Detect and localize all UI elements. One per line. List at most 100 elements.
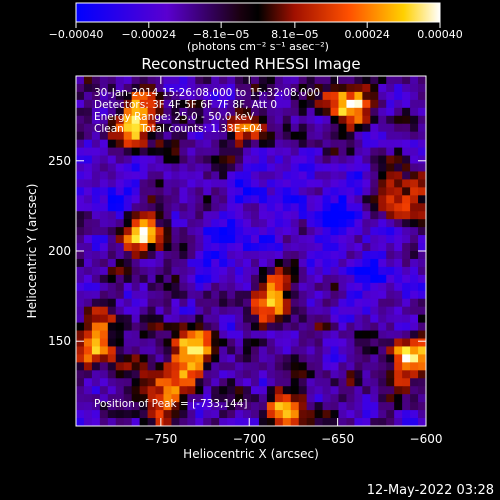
heatmap-cell bbox=[386, 274, 395, 284]
heatmap-cell bbox=[386, 83, 395, 93]
heatmap-cell bbox=[362, 378, 371, 387]
heatmap-cell bbox=[314, 410, 323, 419]
heatmap-cell bbox=[258, 163, 268, 172]
heatmap-cell bbox=[171, 354, 180, 363]
heatmap-cell bbox=[147, 298, 156, 308]
heatmap-cell bbox=[386, 211, 395, 220]
heatmap-cell bbox=[282, 378, 292, 387]
heatmap-cell bbox=[155, 418, 164, 426]
heatmap-cell bbox=[163, 195, 172, 204]
heatmap-cell bbox=[187, 171, 196, 180]
heatmap-cell bbox=[211, 290, 220, 300]
heatmap-cell bbox=[163, 354, 172, 363]
heatmap-cell bbox=[163, 139, 172, 148]
heatmap-cell bbox=[139, 131, 148, 141]
heatmap-cell bbox=[306, 99, 316, 109]
heatmap-cell bbox=[402, 282, 411, 292]
heatmap-cell bbox=[330, 179, 339, 188]
heatmap-cell bbox=[362, 83, 371, 93]
heatmap-cell bbox=[386, 314, 395, 323]
heatmap-cell bbox=[83, 266, 93, 276]
heatmap-cell bbox=[179, 76, 188, 85]
heatmap-cell bbox=[195, 195, 204, 204]
heatmap-cell bbox=[211, 258, 220, 268]
heatmap-cell bbox=[298, 338, 308, 347]
heatmap-cell bbox=[155, 266, 164, 276]
heatmap-cell bbox=[195, 211, 204, 220]
heatmap-cell bbox=[99, 139, 109, 148]
heatmap-cell bbox=[418, 298, 426, 308]
heatmap-cell bbox=[282, 163, 292, 172]
heatmap-cell bbox=[402, 314, 411, 323]
heatmap-cell bbox=[83, 91, 93, 101]
heatmap-cell bbox=[139, 378, 148, 387]
heatmap-cell bbox=[402, 410, 411, 419]
heatmap-cell bbox=[306, 306, 316, 316]
heatmap-cell bbox=[410, 187, 419, 196]
colorbar-tick-label: −0.00024 bbox=[121, 28, 176, 41]
heatmap-cell bbox=[107, 378, 117, 387]
heatmap-cell bbox=[115, 187, 125, 196]
heatmap-cell bbox=[346, 402, 355, 411]
heatmap-cell bbox=[211, 139, 220, 148]
heatmap-cell bbox=[370, 131, 379, 141]
heatmap-cell bbox=[282, 330, 292, 339]
heatmap-cell bbox=[155, 235, 164, 244]
heatmap-cell bbox=[330, 290, 339, 300]
heatmap-cell bbox=[147, 91, 156, 101]
heatmap-cell bbox=[219, 402, 228, 411]
heatmap-cell bbox=[155, 290, 164, 300]
heatmap-cell bbox=[163, 282, 172, 292]
heatmap-cell bbox=[314, 362, 323, 371]
heatmap-cell bbox=[107, 298, 117, 308]
heatmap-cell bbox=[187, 203, 196, 212]
heatmap-cell bbox=[251, 123, 260, 133]
heatmap-cell bbox=[107, 195, 117, 204]
heatmap-cell bbox=[171, 76, 180, 85]
heatmap-cell bbox=[76, 410, 85, 419]
heatmap-cell bbox=[378, 266, 387, 276]
heatmap-cell bbox=[155, 99, 164, 109]
heatmap-cell bbox=[354, 211, 363, 220]
heatmap-cell bbox=[322, 163, 331, 172]
heatmap-cell bbox=[362, 354, 371, 363]
colorbar-unit-label: (photons cm⁻² s⁻¹ asec⁻²) bbox=[187, 40, 329, 53]
heatmap-cell bbox=[258, 115, 268, 125]
heatmap-cell bbox=[402, 107, 411, 117]
heatmap-cell bbox=[282, 298, 292, 308]
heatmap-cell bbox=[274, 76, 284, 85]
heatmap-cell bbox=[163, 76, 172, 85]
heatmap-cell bbox=[274, 83, 284, 93]
heatmap-cell bbox=[386, 203, 395, 212]
heatmap-cell bbox=[155, 282, 164, 292]
heatmap-cell bbox=[282, 155, 292, 164]
heatmap-cell bbox=[187, 330, 196, 339]
heatmap-cell bbox=[147, 418, 156, 426]
heatmap-cell bbox=[418, 203, 426, 212]
heatmap-cell bbox=[76, 219, 85, 228]
heatmap-cell bbox=[346, 179, 355, 188]
heatmap-cell bbox=[76, 290, 85, 300]
heatmap-cell bbox=[370, 314, 379, 323]
heatmap-cell bbox=[394, 235, 403, 244]
heatmap-cell bbox=[338, 418, 347, 426]
heatmap-cell bbox=[227, 235, 236, 244]
heatmap-cell bbox=[163, 378, 172, 387]
heatmap-cell bbox=[187, 362, 196, 371]
heatmap-cell bbox=[266, 227, 276, 236]
heatmap-cell bbox=[330, 147, 339, 156]
heatmap-cell bbox=[179, 219, 188, 228]
heatmap-cell bbox=[251, 338, 260, 347]
heatmap-cell bbox=[91, 386, 101, 395]
heatmap-cell bbox=[99, 211, 109, 220]
heatmap-cell bbox=[235, 99, 244, 109]
heatmap-cell bbox=[179, 179, 188, 188]
heatmap-cell bbox=[362, 338, 371, 347]
heatmap-cell bbox=[123, 362, 133, 371]
heatmap-cell bbox=[219, 155, 228, 164]
heatmap-cell bbox=[330, 338, 339, 347]
heatmap-cell bbox=[91, 91, 101, 101]
heatmap-cell bbox=[402, 402, 411, 411]
heatmap-cell bbox=[195, 91, 204, 101]
heatmap-cell bbox=[338, 155, 347, 164]
